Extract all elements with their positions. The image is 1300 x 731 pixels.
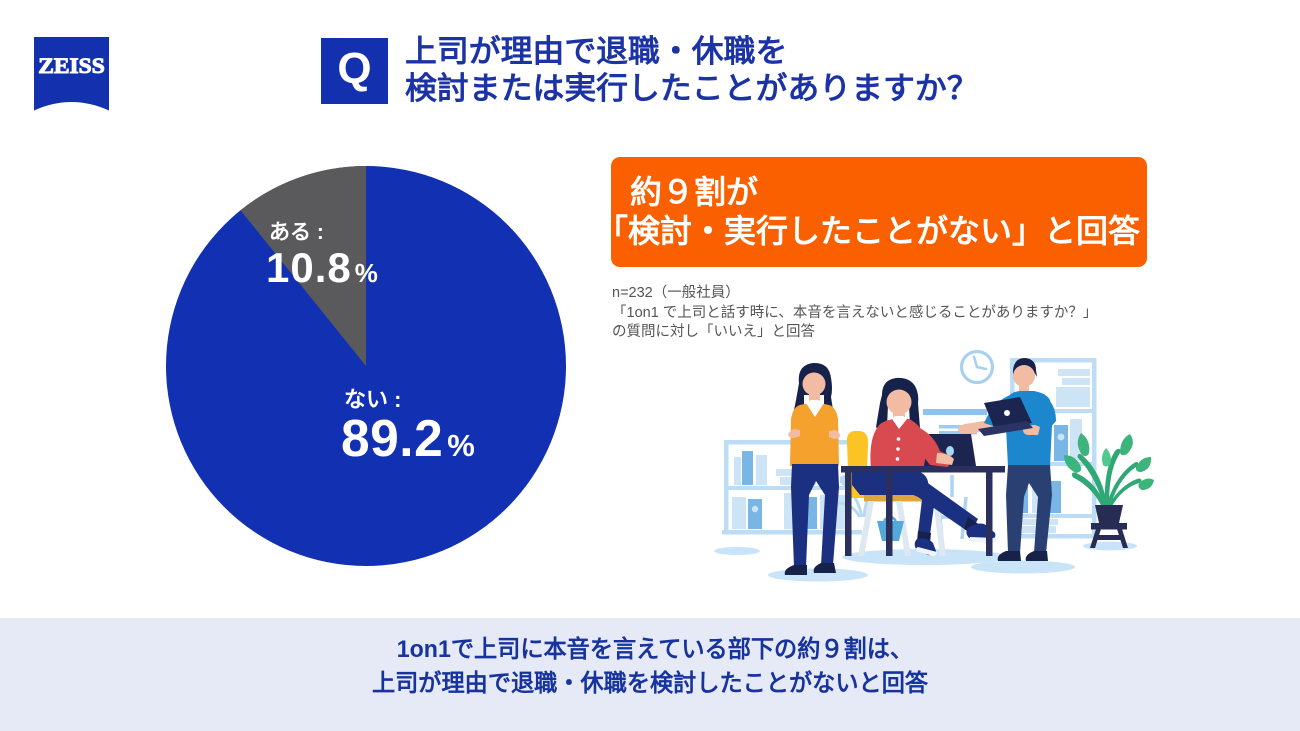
svg-text:ZEISS: ZEISS — [38, 53, 105, 78]
